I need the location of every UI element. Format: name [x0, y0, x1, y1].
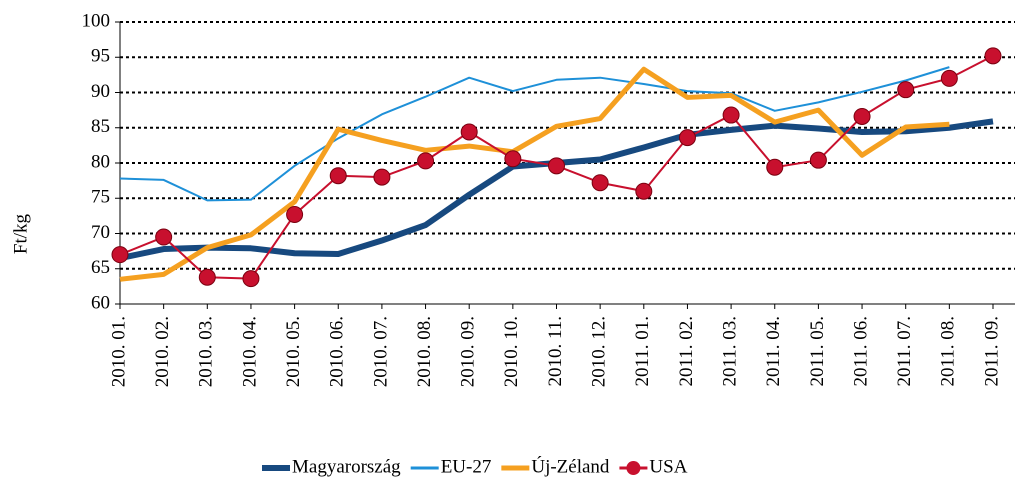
x-tick-label: 2010. 02.	[152, 316, 173, 387]
point	[198, 268, 216, 286]
point	[897, 81, 915, 99]
y-tick-label: 100	[82, 10, 111, 31]
legend-label: USA	[649, 456, 687, 477]
point	[111, 246, 129, 264]
x-tick-label: 2011. 01.	[632, 316, 653, 387]
series-line	[119, 66, 950, 282]
legend-label: Új-Zéland	[531, 455, 610, 477]
point	[460, 123, 478, 141]
x-tick-label: 2010. 10.	[501, 316, 522, 387]
y-axis-label: Ft/kg	[10, 213, 31, 254]
point	[329, 167, 347, 185]
point	[504, 150, 522, 168]
x-tick-label: 2010. 01.	[108, 316, 129, 387]
x-tick-label: 2010. 09.	[458, 316, 479, 387]
x-tick-label: 2010. 11.	[545, 316, 566, 387]
series-line	[119, 66, 950, 202]
y-tick-label: 80	[91, 151, 110, 172]
point	[242, 270, 260, 288]
x-tick-label: 2011. 09.	[981, 316, 1002, 387]
y-tick-label: 70	[91, 222, 110, 243]
x-tick-label: 2011. 02.	[676, 316, 697, 387]
legend-label: Magyarország	[292, 456, 401, 477]
point	[548, 157, 565, 175]
x-tick-label: 2011. 04.	[763, 316, 784, 387]
point	[940, 69, 958, 87]
point	[809, 151, 827, 169]
x-tick-label: 2011. 06.	[850, 316, 871, 387]
legend: Magyarország EU-27 Új-Zéland USA	[262, 455, 688, 477]
legend-label: EU-27	[441, 456, 492, 477]
point	[678, 129, 696, 147]
point	[853, 107, 871, 125]
point	[766, 158, 784, 176]
x-tick-label: 2010. 03.	[196, 316, 217, 387]
x-tick-label: 2011. 03.	[719, 316, 740, 387]
point	[984, 47, 1002, 65]
point	[155, 228, 173, 246]
y-tick-label: 65	[91, 257, 110, 278]
point	[635, 182, 653, 200]
point	[722, 106, 740, 124]
x-tick-label: 2010. 05.	[283, 316, 304, 387]
x-tick-label: 2011. 05.	[807, 316, 828, 387]
y-tick-label: 95	[91, 46, 110, 67]
x-tick-label: 2010. 07.	[370, 316, 391, 387]
y-tick-label: 90	[91, 81, 110, 102]
series-line	[119, 118, 994, 262]
y-tick-label: 75	[91, 187, 110, 208]
point	[373, 168, 391, 186]
x-tick-label: 2011. 07.	[894, 316, 915, 387]
x-tick-label: 2010. 12.	[589, 316, 610, 387]
legend-marker	[626, 461, 641, 475]
y-tick-label: 85	[91, 116, 110, 137]
x-tick-label: 2010. 06.	[327, 316, 348, 387]
point	[591, 174, 609, 192]
x-tick-label: 2010. 08.	[414, 316, 435, 387]
x-tick-label: 2011. 08.	[938, 316, 959, 387]
x-tick-label: 2010. 04.	[239, 316, 260, 387]
y-tick-label: 60	[91, 292, 110, 313]
point	[286, 205, 304, 223]
point	[417, 152, 435, 170]
